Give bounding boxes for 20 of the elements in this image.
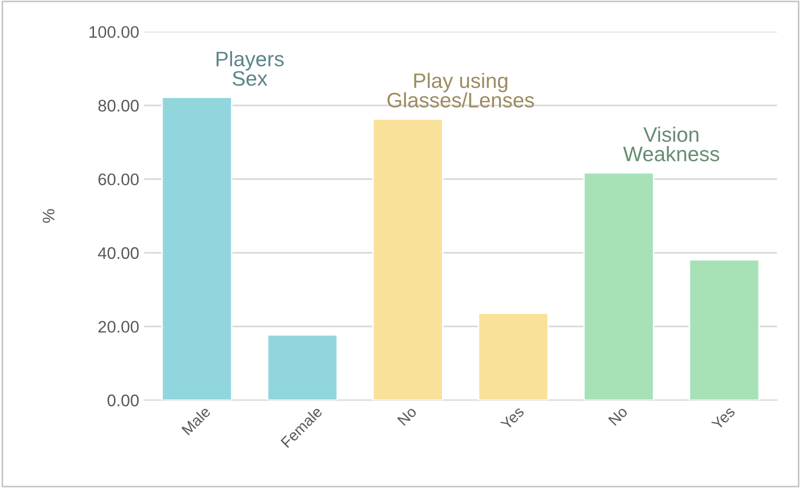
bar xyxy=(266,334,338,400)
bar xyxy=(583,172,654,400)
x-tick-label: Yes xyxy=(500,406,525,430)
x-tick-label: No xyxy=(397,406,418,426)
bar xyxy=(372,118,444,400)
bar xyxy=(161,96,232,400)
y-tick-label: 20.00 xyxy=(98,320,139,333)
y-tick-label: 100.00 xyxy=(90,26,139,38)
y-tick-label: 80.00 xyxy=(98,100,139,112)
bar xyxy=(478,312,549,400)
y-tick-label: 0.00 xyxy=(108,394,139,406)
series-label: Players Sex xyxy=(216,51,284,86)
x-tick-label: No xyxy=(608,406,628,426)
x-tick-label: Yes xyxy=(711,406,736,430)
bar xyxy=(688,259,760,400)
y-tick-label: 40.00 xyxy=(98,247,139,259)
series-label: Vision Weakness xyxy=(623,126,720,162)
y-tick-label: 60.00 xyxy=(98,173,139,186)
series-label: Play using Glasses/Lenses xyxy=(388,72,534,108)
y-axis-title: % xyxy=(42,209,54,223)
